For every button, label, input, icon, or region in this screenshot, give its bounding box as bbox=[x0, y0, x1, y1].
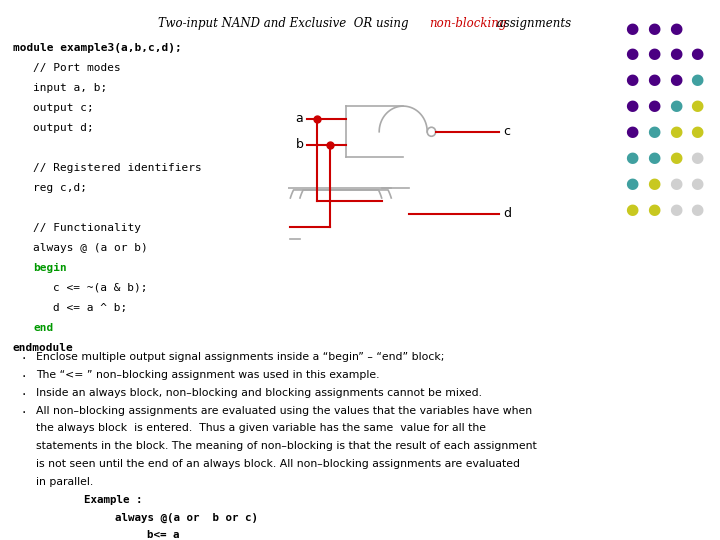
Text: ●: ● bbox=[647, 46, 660, 62]
Text: ●: ● bbox=[669, 46, 682, 62]
Text: // Port modes: // Port modes bbox=[33, 63, 121, 73]
Text: ●: ● bbox=[669, 21, 682, 36]
Text: endmodule: endmodule bbox=[13, 343, 73, 353]
Text: Enclose multiple output signal assignments inside a “begin” – “end” block;: Enclose multiple output signal assignmen… bbox=[36, 352, 444, 362]
Text: ●: ● bbox=[647, 124, 660, 139]
Text: ●: ● bbox=[690, 202, 703, 217]
Text: module example3(a,b,c,d);: module example3(a,b,c,d); bbox=[13, 43, 181, 53]
Text: Example :: Example : bbox=[84, 495, 142, 505]
Text: end: end bbox=[33, 323, 53, 333]
Text: assignments: assignments bbox=[493, 17, 572, 30]
Text: always @(a or  b or c): always @(a or b or c) bbox=[115, 512, 258, 523]
Text: in parallel.: in parallel. bbox=[36, 477, 94, 487]
Text: ●: ● bbox=[647, 98, 660, 113]
Text: ●: ● bbox=[626, 176, 639, 191]
Text: reg c,d;: reg c,d; bbox=[33, 183, 87, 193]
Text: ·: · bbox=[22, 352, 26, 366]
Text: begin: begin bbox=[33, 263, 67, 273]
Text: ●: ● bbox=[626, 98, 639, 113]
Text: a: a bbox=[296, 112, 303, 125]
Text: ·: · bbox=[22, 370, 26, 384]
Text: output d;: output d; bbox=[33, 123, 94, 133]
Text: ●: ● bbox=[647, 202, 660, 217]
Text: // Functionality: // Functionality bbox=[33, 223, 141, 233]
Text: All non–blocking assignments are evaluated using the values that the variables h: All non–blocking assignments are evaluat… bbox=[36, 406, 532, 416]
Text: ●: ● bbox=[669, 124, 682, 139]
Text: ●: ● bbox=[626, 72, 639, 87]
Text: ●: ● bbox=[647, 176, 660, 191]
Text: ●: ● bbox=[647, 72, 660, 87]
Text: ●: ● bbox=[626, 46, 639, 62]
Text: ●: ● bbox=[647, 21, 660, 36]
Text: ●: ● bbox=[690, 46, 703, 62]
Text: b<= a: b<= a bbox=[147, 530, 179, 540]
Text: ●: ● bbox=[669, 72, 682, 87]
Text: output c;: output c; bbox=[33, 103, 94, 113]
Text: ●: ● bbox=[690, 176, 703, 191]
Text: ●: ● bbox=[690, 98, 703, 113]
Text: ●: ● bbox=[669, 202, 682, 217]
Text: b: b bbox=[295, 138, 303, 151]
Text: ●: ● bbox=[626, 150, 639, 165]
Text: always @ (a or b): always @ (a or b) bbox=[33, 243, 148, 253]
Text: // Registered identifiers: // Registered identifiers bbox=[33, 163, 202, 173]
Text: Inside an always block, non–blocking and blocking assignments cannot be mixed.: Inside an always block, non–blocking and… bbox=[36, 388, 482, 398]
Text: ●: ● bbox=[626, 124, 639, 139]
Text: ●: ● bbox=[669, 98, 682, 113]
Text: statements in the block. The meaning of non–blocking is that the result of each : statements in the block. The meaning of … bbox=[36, 441, 536, 451]
Text: Two-input NAND and Exclusive  OR using: Two-input NAND and Exclusive OR using bbox=[158, 17, 413, 30]
Text: is not seen until the end of an always block. All non–blocking assignments are e: is not seen until the end of an always b… bbox=[36, 459, 520, 469]
Text: ●: ● bbox=[626, 21, 639, 36]
Text: ●: ● bbox=[626, 202, 639, 217]
Text: ·: · bbox=[22, 388, 26, 402]
Text: ●: ● bbox=[690, 124, 703, 139]
Text: c <= ~(a & b);: c <= ~(a & b); bbox=[53, 283, 148, 293]
Text: the always block  is entered.  Thus a given variable has the same  value for all: the always block is entered. Thus a give… bbox=[36, 423, 486, 434]
Text: d: d bbox=[503, 207, 511, 220]
Text: ●: ● bbox=[690, 72, 703, 87]
Text: ●: ● bbox=[669, 176, 682, 191]
Text: c: c bbox=[503, 125, 510, 138]
Text: input a, b;: input a, b; bbox=[33, 83, 107, 93]
Text: non-blocking: non-blocking bbox=[429, 17, 506, 30]
Text: ●: ● bbox=[669, 150, 682, 165]
Text: The “<= ” non–blocking assignment was used in this example.: The “<= ” non–blocking assignment was us… bbox=[36, 370, 379, 380]
Text: ●: ● bbox=[647, 150, 660, 165]
Text: ●: ● bbox=[690, 150, 703, 165]
Text: d <= a ^ b;: d <= a ^ b; bbox=[53, 303, 127, 313]
Text: ·: · bbox=[22, 406, 26, 420]
